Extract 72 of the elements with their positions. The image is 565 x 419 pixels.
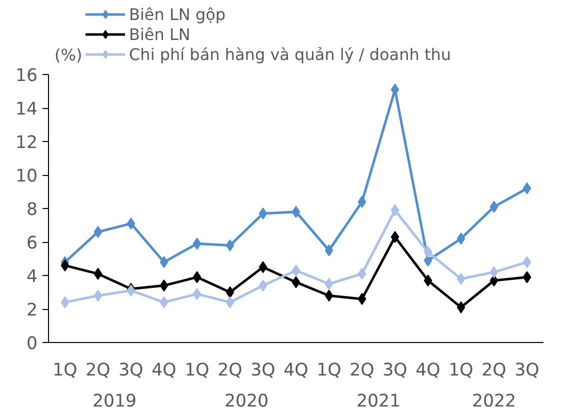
point [292,264,300,276]
point [192,288,202,300]
point [490,200,498,213]
x-tick-label: 2Q [86,360,110,380]
y-tick-label: 6 [26,234,38,254]
point [292,276,300,288]
point [94,290,102,302]
point [390,204,400,216]
text: 2020 [224,392,269,412]
point [424,274,432,287]
text: 2022 [472,392,516,412]
point [490,266,498,278]
point [258,261,268,274]
x-tick-label: 4Q [152,360,176,380]
legend-label: Biên LN [129,24,190,44]
point [160,296,168,308]
point [126,218,136,230]
point [258,280,268,292]
x-tick-label: 3Q [382,360,408,380]
point [358,196,366,208]
point [60,259,70,272]
x-tick-label: 3Q [118,360,144,380]
y-tick-label: 4 [26,267,38,287]
point [292,206,300,218]
point [94,268,102,280]
point [160,256,168,268]
text: 2021 [356,392,401,412]
point [522,271,532,284]
x-tick-label: 1Q [52,360,78,380]
y-tick-label: 8 [26,200,38,220]
point [424,246,432,258]
point [324,290,334,302]
point [94,226,102,238]
point [456,232,466,245]
point [324,278,334,290]
point [390,84,400,96]
y-tick-label: 2 [26,300,38,320]
point [226,286,234,298]
legend-label: Biên LN gộp [129,4,226,24]
legend-label: Chi phí bán hàng và quản lý / doanh thu [129,44,452,64]
point [522,182,532,194]
x-tick-label: 1Q [448,360,474,380]
point [160,280,168,292]
x-tick-label: 3Q [250,360,276,380]
y-tick-label: 10 [15,166,38,186]
point [456,272,466,285]
point [60,296,70,308]
x-tick-label: 2Q [350,360,374,380]
point [358,292,366,305]
y-tick-label: 16 [15,66,38,86]
point [192,271,202,284]
x-tick-label: 1Q [316,360,342,380]
point [390,230,400,243]
point [456,301,466,314]
x-tick-label: 3Q [514,360,540,380]
y-axis-title: (%) [54,46,82,64]
x-tick-label: 2Q [482,360,506,380]
text: 2019 [92,392,137,412]
x-tick-label: 4Q [284,360,308,380]
point [358,268,366,280]
point [226,239,234,252]
point [192,238,202,250]
y-tick-label: 14 [15,100,38,120]
y-tick-label: 0 [26,334,38,354]
point [522,256,532,268]
y-tick-label: 12 [15,133,38,153]
x-tick-label: 2Q [218,360,242,380]
x-tick-label: 4Q [416,360,440,380]
point [324,244,334,256]
point [226,296,234,308]
x-tick-label: 1Q [184,360,210,380]
point [258,208,268,220]
